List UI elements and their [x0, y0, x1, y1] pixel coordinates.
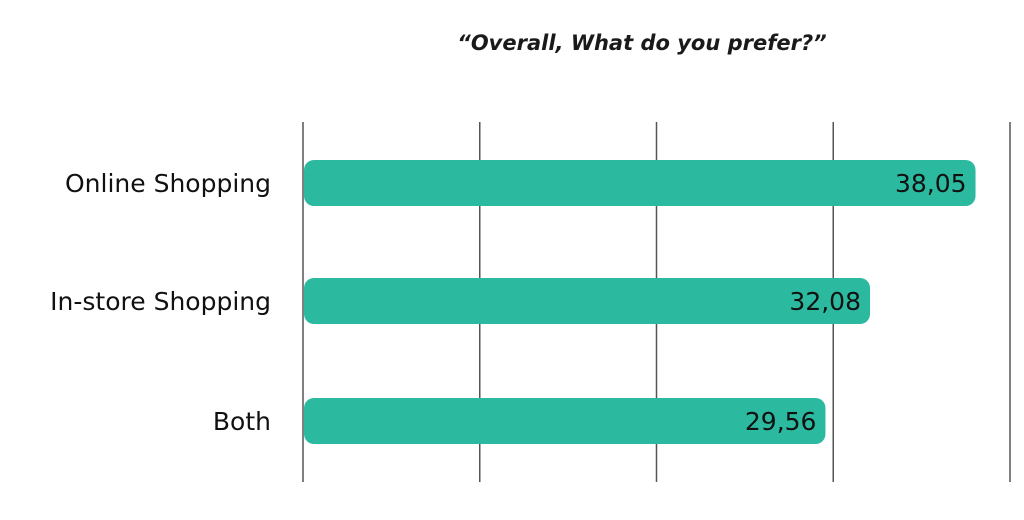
bar [304, 278, 871, 324]
data-label: 29,56 [745, 407, 817, 436]
bar [304, 160, 976, 206]
label-layer: Online Shopping 38,05 In-store Shopping 32,… [50, 169, 966, 436]
data-label: 38,05 [895, 169, 967, 198]
data-label: 32,08 [789, 287, 861, 316]
bar-layer [304, 160, 976, 444]
category-label: Online Shopping [65, 169, 271, 198]
category-label: In-store Shopping [50, 287, 271, 316]
chart-title: “Overall, What do you prefer?” [457, 31, 826, 55]
bar [304, 398, 826, 444]
category-label: Both [213, 407, 271, 436]
